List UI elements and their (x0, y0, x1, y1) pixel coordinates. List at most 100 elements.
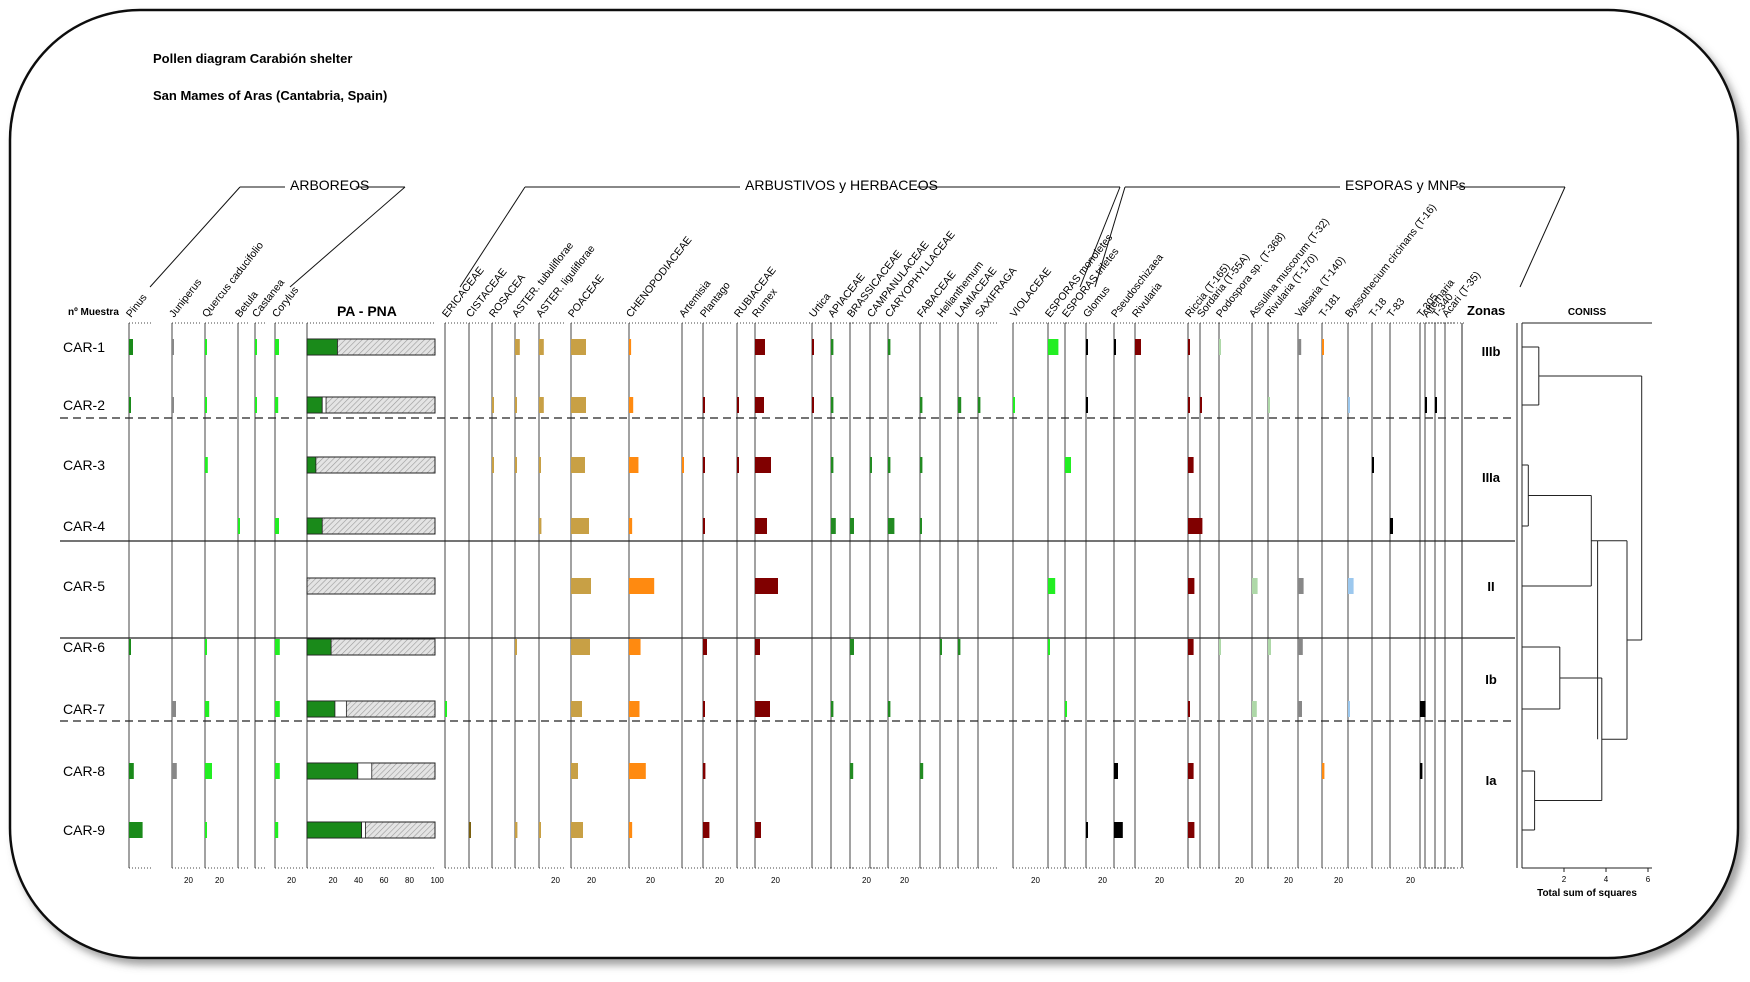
pa-tick-label: 60 (380, 876, 389, 885)
taxon-bar (920, 518, 922, 534)
figure-border (8, 8, 1740, 960)
taxon-bar (755, 822, 761, 838)
taxon-bar (831, 457, 834, 473)
taxon-bar (629, 457, 639, 473)
taxon-bar (629, 518, 633, 534)
coniss-tick-label: 6 (1646, 875, 1651, 884)
taxon-bar (755, 578, 778, 594)
taxon-bar (205, 457, 208, 473)
taxon-bar (205, 763, 212, 779)
group-diag-right-2 (1519, 186, 1566, 288)
taxon-bar (755, 457, 771, 473)
taxon-bar (571, 639, 590, 655)
pa-pna-total-bar (306, 577, 436, 595)
coniss-dendrogram: CONISS 2 4 6 Total sum of squares (1521, 307, 1652, 899)
taxon-bar (275, 397, 279, 413)
taxon-bar (1048, 339, 1059, 355)
sample-label: CAR-9 (63, 822, 105, 838)
zone-label: IIIb (1482, 344, 1501, 359)
taxon-bar (1135, 339, 1141, 355)
taxon-bar (1013, 397, 1015, 413)
sample-label: CAR-3 (63, 457, 105, 473)
taxon-bar (275, 339, 279, 355)
taxon-bar (812, 397, 814, 413)
taxon-bar (172, 701, 176, 717)
pa-bar (306, 638, 332, 656)
taxon-bar (888, 339, 891, 355)
taxon-bar (831, 397, 834, 413)
taxon-bar (1188, 518, 1203, 534)
pa-bar (306, 338, 338, 356)
taxon-bar (571, 763, 578, 779)
group-headers: ARBOREOS ARBUSTIVOS y HERBACEOS ESPORAS y … (68, 177, 1566, 318)
taxon-bar (703, 701, 705, 717)
group-header-0: ARBOREOS (290, 177, 369, 193)
taxon-bar (1252, 578, 1258, 594)
taxon-label: PA - PNA (337, 303, 397, 319)
taxon-bar (1086, 339, 1088, 355)
taxon-bar (1188, 763, 1194, 779)
taxon-bar (205, 822, 207, 838)
taxon-bar (1188, 822, 1195, 838)
pa-pna-total-bar (306, 517, 436, 535)
pa-bar (306, 396, 323, 414)
pa-bar (306, 762, 359, 780)
taxon-bar (1322, 339, 1324, 355)
group-diag-left-2 (1094, 186, 1126, 288)
column-tick-label: 20 (862, 876, 871, 885)
taxon-bar (703, 822, 710, 838)
taxon-bar (850, 518, 854, 534)
taxon-bar (571, 701, 582, 717)
column-tick-label: 20 (551, 876, 560, 885)
taxon-bar (1298, 639, 1303, 655)
column-tick-label: 20 (771, 876, 780, 885)
taxon-bar (1420, 701, 1426, 717)
taxon-bar (205, 701, 210, 717)
taxon-bar (1348, 397, 1350, 413)
taxon-bar (978, 397, 981, 413)
taxon-bar (1065, 457, 1071, 473)
taxon-bar (870, 457, 872, 473)
taxon-bar (1298, 339, 1302, 355)
taxon-bar (275, 701, 280, 717)
taxon-bar (172, 339, 174, 355)
taxon-bar (1188, 639, 1194, 655)
taxon-bar (629, 763, 646, 779)
zone-label: II (1487, 579, 1494, 594)
taxon-bar (629, 701, 640, 717)
taxon-bar (1188, 397, 1190, 413)
group-diag-right-1 (1079, 186, 1121, 288)
taxon-bar (492, 397, 494, 413)
group-diag-left-1 (459, 186, 526, 288)
taxon-bar (539, 822, 541, 838)
column-tick-label: 20 (1406, 876, 1415, 885)
taxon-bar (539, 518, 542, 534)
pna-shrub-bar (357, 762, 373, 780)
taxon-bar (1420, 763, 1423, 779)
group-diag-right-0 (289, 186, 406, 288)
pa-tick-label: 80 (405, 876, 414, 885)
taxon-bar (1298, 701, 1302, 717)
taxon-bar (958, 397, 962, 413)
taxon-bar (1268, 397, 1270, 413)
pna-shrub-bar (321, 396, 327, 414)
taxon-bar (445, 701, 447, 717)
taxon-bar (129, 339, 133, 355)
coniss-xlabel: Total sum of squares (1537, 888, 1637, 899)
sample-rows: CAR-1 CAR-2 CAR-3 CAR-4 CAR-5 CAR-6 CAR-7 CAR-8… (60, 339, 1515, 838)
taxon-bar (515, 339, 520, 355)
taxon-bar (629, 822, 633, 838)
taxon-bar (1086, 397, 1088, 413)
taxon-bar (571, 397, 586, 413)
taxon-bar (755, 518, 767, 534)
taxon-bar (831, 518, 836, 534)
column-tick-label: 20 (184, 876, 193, 885)
group-header-2: ESPORAS y MNPs (1345, 177, 1466, 193)
zone-label: IIIa (1482, 470, 1501, 485)
taxon-bar (275, 639, 280, 655)
taxon-bar (571, 518, 589, 534)
taxon-bar (515, 397, 517, 413)
zone-label: Ib (1485, 672, 1497, 687)
taxon-bar (129, 763, 134, 779)
